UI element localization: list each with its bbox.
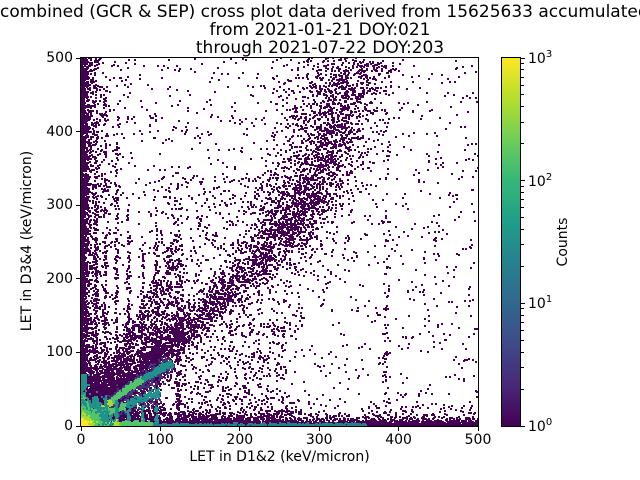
y-tick-mark [76, 204, 80, 206]
y-tick-mark [76, 425, 80, 427]
y-tick-label: 400 [46, 123, 73, 140]
colorbar-major-tick [521, 57, 525, 59]
x-axis-label: LET in D1&2 (keV/micron) [189, 449, 370, 465]
colorbar-major-tick [521, 425, 525, 427]
colorbar-label: Counts [555, 217, 571, 267]
y-tick-mark [76, 278, 80, 280]
colorbar-minor-tick [521, 69, 524, 71]
y-tick-label: 300 [46, 197, 73, 214]
y-tick-label: 200 [46, 270, 73, 287]
colorbar-tick-label: 103 [528, 49, 553, 67]
colorbar-minor-tick [521, 265, 524, 267]
colorbar-minor-tick [521, 351, 524, 353]
colorbar-minor-tick [521, 388, 524, 390]
y-tick-label: 100 [46, 344, 73, 361]
colorbar-tick-label: 100 [528, 417, 553, 435]
y-tick-mark [76, 131, 80, 133]
colorbar-tick-label: 102 [528, 171, 553, 190]
colorbar-minor-tick [521, 207, 524, 209]
x-tick-mark [159, 427, 161, 431]
density-plot-canvas [81, 58, 478, 426]
colorbar-minor-tick [521, 192, 524, 194]
x-tick-label: 500 [464, 432, 492, 448]
colorbar-minor-tick [521, 106, 524, 108]
colorbar-minor-tick [521, 84, 524, 86]
x-tick-label: 0 [76, 432, 86, 448]
x-tick-label: 100 [147, 432, 174, 448]
title-line-2: from 2021-01-21 DOY:021 [209, 20, 431, 40]
colorbar-minor-tick [521, 121, 524, 123]
colorbar-minor-tick [521, 308, 524, 310]
colorbar-minor-tick [521, 199, 524, 201]
x-tick-label: 200 [226, 432, 254, 448]
colorbar-minor-tick [521, 244, 524, 246]
y-axis-label: LET in D3&4 (keV/micron) [19, 150, 35, 332]
colorbar-minor-tick [521, 339, 524, 341]
plot-area [80, 57, 479, 427]
y-tick-mark [76, 351, 80, 353]
colorbar-minor-tick [521, 314, 524, 316]
colorbar-minor-tick [521, 94, 524, 96]
title-line-1: combined (GCR & SEP) cross plot data der… [0, 2, 640, 22]
colorbar-minor-tick [521, 217, 524, 219]
colorbar-minor-tick [521, 321, 524, 323]
x-tick-mark [80, 427, 82, 431]
colorbar-minor-tick [521, 366, 524, 368]
colorbar-minor-tick [521, 185, 524, 187]
chart-title: combined (GCR & SEP) cross plot data der… [0, 3, 640, 57]
y-tick-mark [76, 57, 80, 59]
x-tick-mark [318, 427, 320, 431]
x-tick-mark [239, 427, 241, 431]
colorbar-tick-label: 101 [528, 294, 553, 313]
colorbar-major-tick [521, 302, 525, 304]
colorbar-gradient [502, 58, 520, 426]
x-tick-label: 400 [385, 432, 412, 448]
colorbar-minor-tick [521, 63, 524, 65]
colorbar-major-tick [521, 180, 525, 182]
colorbar [501, 57, 521, 427]
x-tick-mark [398, 427, 400, 431]
title-line-3: through 2021-07-22 DOY:203 [195, 38, 445, 58]
y-tick-label: 500 [46, 50, 73, 66]
colorbar-minor-tick [521, 76, 524, 78]
colorbar-minor-tick [521, 143, 524, 145]
y-tick-label: 0 [64, 418, 73, 434]
x-tick-label: 300 [305, 432, 333, 448]
colorbar-minor-tick [521, 228, 524, 230]
colorbar-minor-tick [521, 330, 524, 332]
x-tick-mark [477, 427, 479, 431]
